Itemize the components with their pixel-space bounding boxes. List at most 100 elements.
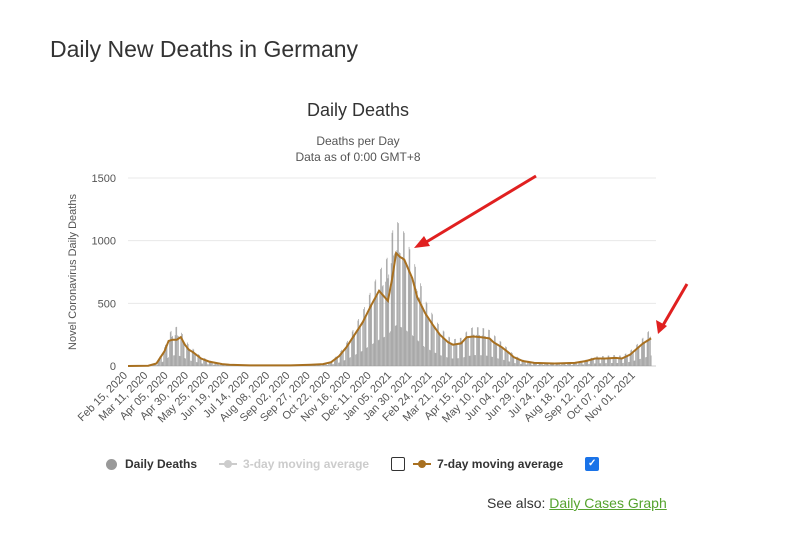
bar (521, 360, 523, 366)
bar (476, 327, 478, 366)
bar (454, 339, 455, 366)
bar (366, 347, 368, 366)
bar (160, 355, 162, 366)
bar (581, 361, 583, 366)
bar (631, 349, 632, 366)
bar (340, 351, 342, 366)
bar (157, 360, 159, 366)
bar (450, 343, 451, 366)
bar (637, 347, 639, 366)
bar (177, 335, 178, 366)
y-tick-label: 1000 (92, 236, 116, 248)
bar (446, 357, 447, 366)
bar (388, 274, 390, 366)
bar (160, 357, 161, 366)
bar (647, 332, 649, 366)
legend-item-3day[interactable]: 3-day moving average (219, 457, 369, 471)
bar (326, 365, 328, 366)
bar (166, 344, 168, 366)
bar (649, 336, 651, 366)
bar (178, 336, 179, 366)
legend-item-daily-deaths[interactable]: Daily Deaths (106, 457, 197, 471)
bar (602, 355, 604, 366)
bar (529, 362, 531, 366)
bar (438, 333, 440, 366)
bar (381, 286, 383, 366)
bar (610, 357, 611, 366)
daily-cases-graph-link[interactable]: Daily Cases Graph (549, 495, 667, 511)
bar (208, 364, 209, 366)
bar (507, 351, 508, 366)
bar (431, 312, 433, 366)
bar (195, 354, 196, 366)
bar (505, 346, 507, 366)
bar (211, 362, 212, 366)
daily-deaths-bars (147, 222, 652, 366)
bar (201, 363, 203, 366)
bar (591, 357, 593, 366)
bar (217, 363, 219, 366)
bar (644, 341, 645, 366)
bar (527, 361, 528, 366)
bar (398, 252, 400, 366)
bar (164, 347, 165, 366)
bar (386, 257, 388, 366)
bar (378, 339, 380, 366)
bar (321, 365, 322, 366)
bar (606, 357, 608, 366)
bar (387, 278, 389, 366)
7day-checkbox[interactable]: ✓ (585, 457, 600, 471)
bar (452, 358, 454, 366)
bar (621, 357, 623, 366)
see-also: See also: Daily Cases Graph (487, 495, 667, 511)
bar (359, 325, 361, 366)
bar (547, 363, 549, 366)
bar (345, 348, 347, 366)
bar (481, 355, 482, 366)
bar (459, 343, 460, 366)
bar (468, 355, 470, 366)
bar (642, 337, 644, 366)
bar (428, 318, 429, 366)
bar (524, 361, 525, 366)
bar (541, 363, 542, 366)
bar (589, 363, 590, 366)
bar (411, 276, 412, 366)
bar (441, 355, 442, 366)
bar (493, 340, 494, 366)
bar (425, 301, 427, 366)
bar (170, 330, 172, 366)
bar (615, 357, 616, 366)
bar (597, 356, 598, 366)
bar (430, 322, 432, 366)
bar (614, 355, 615, 366)
bar (338, 362, 339, 366)
bar (558, 363, 559, 366)
bar (447, 342, 449, 366)
bar (394, 253, 395, 366)
annotation-arrow-peak (422, 174, 537, 246)
bar (460, 337, 462, 366)
bar (579, 361, 580, 366)
bar (330, 362, 332, 366)
bar (604, 357, 606, 366)
bar (486, 355, 488, 366)
annotation-arrow-recent-head (656, 320, 667, 334)
bar (186, 345, 187, 366)
bar (163, 352, 165, 366)
bar (202, 363, 204, 366)
bar (569, 363, 571, 366)
bar (325, 363, 326, 366)
bar (539, 362, 541, 366)
bar (154, 363, 156, 366)
bar (532, 364, 533, 366)
bar (576, 362, 577, 366)
bar (179, 356, 181, 366)
bar (641, 344, 642, 366)
legend-item-7day[interactable]: 7-day moving average (413, 457, 563, 471)
bar (173, 355, 174, 366)
bar (633, 360, 635, 366)
bar (636, 344, 637, 366)
bar (402, 256, 403, 366)
3day-checkbox[interactable] (391, 457, 406, 471)
